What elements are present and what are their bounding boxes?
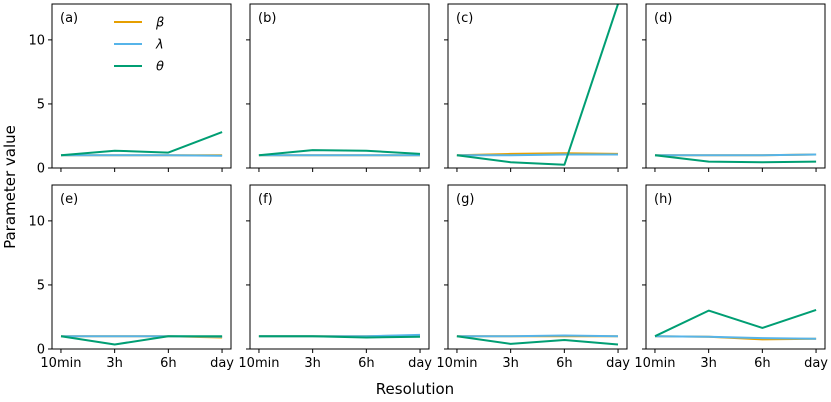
series-line-theta	[654, 308, 817, 338]
series-line-theta	[258, 149, 421, 157]
x-tick-label: 10min	[634, 356, 675, 371]
series-group	[258, 333, 421, 339]
panel-label: (h)	[654, 192, 672, 207]
series-line-theta	[456, 4, 619, 166]
panel-b: (b)	[246, 3, 430, 172]
series-group	[258, 149, 421, 157]
x-tick-label: 6h	[754, 356, 771, 371]
series-group	[60, 131, 223, 157]
x-tick-label: 3h	[106, 356, 123, 371]
axis-frame	[645, 184, 826, 350]
y-tick-label: 10	[28, 214, 45, 229]
x-tick-label: day	[606, 356, 630, 371]
x-tick-label: 3h	[304, 356, 321, 371]
series-line-theta	[654, 154, 817, 164]
panel-label: (b)	[258, 11, 276, 26]
panel-g: 10min 3h 6h day (g)	[436, 184, 630, 371]
x-tick-label: 10min	[436, 356, 477, 371]
legend-label-theta: θ	[156, 60, 164, 75]
panel-d: (d)	[642, 3, 826, 172]
panel-c: (c)	[444, 3, 628, 172]
series-group	[60, 335, 223, 346]
series-group	[654, 308, 817, 341]
panel-label: (c)	[456, 11, 473, 26]
panel-h: 10min 3h 6h day (h)	[634, 184, 828, 371]
series-line-lambda	[456, 153, 618, 157]
series-line-theta	[456, 335, 619, 346]
axis-frame	[645, 3, 826, 169]
x-tick-label: 10min	[238, 356, 279, 371]
series-line-theta	[60, 335, 223, 346]
y-tick-label: 0	[37, 162, 45, 177]
panel-f: 10min 3h 6h day (f)	[238, 184, 432, 371]
series-line-lambda	[61, 154, 223, 157]
series-group	[456, 4, 619, 166]
x-tick-label: 6h	[358, 356, 375, 371]
series-line-lambda	[654, 335, 817, 340]
x-tick-label: day	[804, 356, 828, 371]
legend-label-lambda: λ	[155, 38, 164, 53]
y-tick-label: 5	[37, 97, 45, 112]
y-axis-title: Parameter value	[1, 125, 19, 249]
x-tick-label: 6h	[556, 356, 573, 371]
x-tick-label: 3h	[700, 356, 717, 371]
panel-label: (d)	[654, 11, 672, 26]
panel-label: (f)	[258, 192, 273, 207]
panel-label: (e)	[60, 192, 78, 207]
legend: βλθ	[114, 16, 164, 75]
series-line-theta	[258, 335, 421, 339]
series-line-theta	[60, 131, 223, 157]
x-tick-label: 3h	[502, 356, 519, 371]
panel-label: (a)	[60, 11, 78, 26]
series-group	[654, 153, 817, 164]
axis-frame	[51, 3, 232, 169]
x-tick-label: day	[408, 356, 432, 371]
panel-a: 0 5 10 (a) βλθ	[28, 3, 232, 177]
series-group	[456, 334, 619, 346]
axis-frame	[51, 184, 232, 350]
y-tick-label: 5	[37, 278, 45, 293]
axis-frame	[447, 184, 628, 350]
x-tick-label: 6h	[160, 356, 177, 371]
panel-label: (g)	[456, 192, 474, 207]
axis-frame	[249, 3, 430, 169]
panel-e: 0 5 10 10min 3h 6h day (e)	[28, 184, 234, 371]
axis-frame	[249, 184, 430, 350]
axis-frame	[447, 3, 628, 169]
x-tick-label: day	[210, 356, 234, 371]
series-line-lambda	[655, 153, 817, 157]
series-line-lambda	[456, 334, 619, 338]
y-tick-label: 10	[28, 33, 45, 48]
legend-label-beta: β	[155, 16, 164, 31]
x-tick-label: 10min	[40, 356, 81, 371]
y-tick-label: 0	[37, 343, 45, 358]
x-axis-title: Resolution	[376, 380, 454, 398]
